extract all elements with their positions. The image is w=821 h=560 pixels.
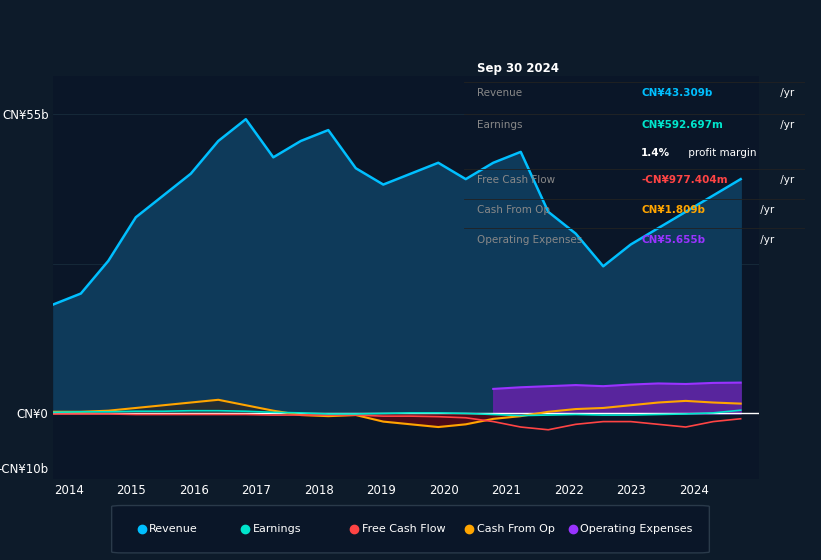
Text: Earnings: Earnings <box>478 120 523 130</box>
Text: /yr: /yr <box>777 120 795 130</box>
Text: -CN¥977.404m: -CN¥977.404m <box>641 175 727 185</box>
Text: Cash From Op: Cash From Op <box>478 205 551 215</box>
Text: /yr: /yr <box>777 175 795 185</box>
Text: Cash From Op: Cash From Op <box>476 524 554 534</box>
Text: Revenue: Revenue <box>478 88 523 98</box>
Text: CN¥43.309b: CN¥43.309b <box>641 88 713 98</box>
Text: /yr: /yr <box>777 88 795 98</box>
Text: profit margin: profit margin <box>686 148 757 157</box>
Text: Earnings: Earnings <box>253 524 301 534</box>
Text: 1.4%: 1.4% <box>641 148 670 157</box>
Text: Revenue: Revenue <box>149 524 198 534</box>
Text: Operating Expenses: Operating Expenses <box>478 235 583 245</box>
FancyBboxPatch shape <box>112 506 709 553</box>
Text: CN¥1.809b: CN¥1.809b <box>641 205 705 215</box>
Text: Free Cash Flow: Free Cash Flow <box>362 524 445 534</box>
Text: Free Cash Flow: Free Cash Flow <box>478 175 556 185</box>
Text: CN¥592.697m: CN¥592.697m <box>641 120 723 130</box>
Text: /yr: /yr <box>757 235 774 245</box>
Text: /yr: /yr <box>757 205 774 215</box>
Text: Sep 30 2024: Sep 30 2024 <box>478 63 559 76</box>
Text: Operating Expenses: Operating Expenses <box>580 524 692 534</box>
Text: CN¥5.655b: CN¥5.655b <box>641 235 705 245</box>
